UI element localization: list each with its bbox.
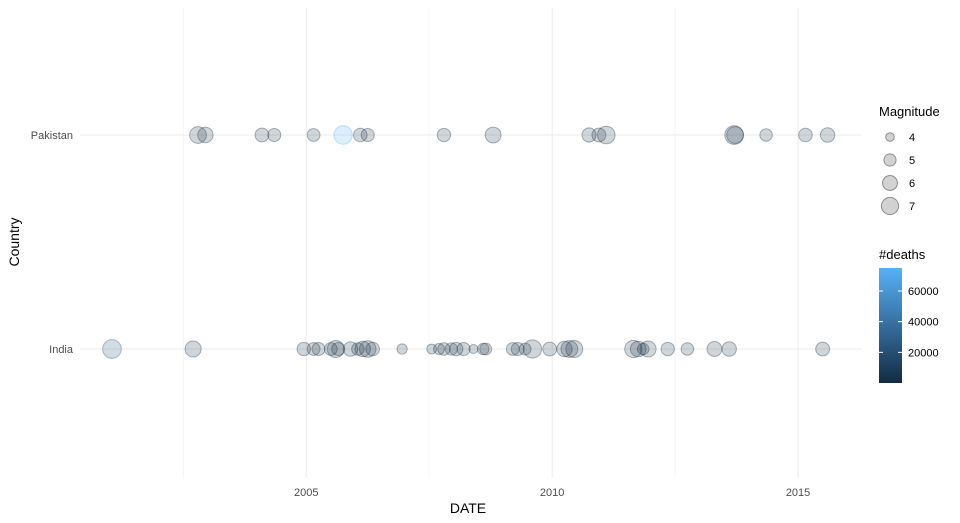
data-point: [624, 339, 643, 359]
magnitude-legend-label: 7: [909, 201, 915, 213]
magnitude-legend-key: [885, 132, 895, 142]
data-point: [254, 127, 270, 143]
data-point: [102, 339, 122, 359]
data-point: [798, 127, 813, 143]
data-point: [353, 127, 368, 143]
data-point: [565, 340, 584, 358]
data-point: [629, 340, 647, 358]
data-point: [479, 342, 493, 356]
y-axis-ticks: Pakistan India: [31, 130, 74, 356]
data-point: [331, 341, 346, 357]
data-point: [296, 341, 311, 357]
deaths-legend: #deaths 20000 40000 60000: [879, 247, 939, 383]
data-point: [184, 340, 202, 358]
x-axis-ticks: 2005 2010 2015: [294, 487, 810, 499]
data-point: [484, 126, 502, 144]
x-axis-title: DATE: [450, 500, 486, 516]
data-point: [819, 127, 836, 143]
data-point: [311, 341, 326, 357]
data-point: [596, 125, 616, 145]
data-point: [815, 341, 831, 357]
data-point: [433, 343, 445, 355]
data-point: [436, 127, 452, 143]
data-point: [581, 127, 597, 143]
data-point: [326, 340, 345, 358]
data-point: [358, 340, 377, 358]
data-point: [726, 126, 744, 144]
data-point: [505, 342, 520, 356]
magnitude-legend-key: [883, 153, 897, 167]
deaths-colorbar: [879, 268, 902, 383]
magnitude-legend-label: 5: [909, 155, 915, 167]
data-point: [197, 126, 214, 144]
data-point: [477, 342, 490, 356]
data-point: [591, 127, 607, 143]
data-point: [518, 342, 532, 356]
magnitude-legend-label: 4: [909, 132, 915, 144]
magnitude-legend-title: Magnitude: [879, 104, 940, 119]
y-tick-label: India: [49, 344, 74, 356]
magnitude-legend-key: [880, 196, 900, 216]
data-point: [360, 127, 375, 143]
data-point: [354, 340, 371, 358]
data-point: [444, 342, 458, 356]
data-point: [660, 341, 675, 357]
data-point: [437, 342, 451, 356]
data-point: [542, 341, 558, 357]
data-point: [333, 125, 353, 145]
data-point: [759, 128, 773, 142]
data-point: [468, 343, 479, 355]
data-point: [306, 128, 321, 142]
data-point: [456, 341, 471, 357]
data-point: [706, 341, 723, 357]
data-point: [680, 342, 695, 356]
x-tick-label: 2010: [540, 487, 564, 499]
x-tick-label: 2005: [294, 487, 318, 499]
data-point: [351, 342, 365, 356]
data-point: [721, 341, 737, 357]
data-point: [306, 342, 321, 356]
data-point: [522, 339, 543, 359]
data-point: [560, 340, 579, 358]
data-point: [396, 343, 408, 355]
data-point: [323, 342, 338, 356]
data-point: [189, 126, 207, 144]
magnitude-legend-key: [882, 175, 898, 191]
data-point: [365, 341, 380, 357]
data-point: [267, 127, 282, 143]
y-tick-label: Pakistan: [31, 130, 73, 142]
colorbar-tick-label: 40000: [908, 317, 939, 329]
x-tick-label: 2015: [786, 487, 810, 499]
y-axis-title: Country: [6, 217, 22, 266]
data-point: [510, 341, 525, 357]
data-points: [102, 125, 836, 359]
data-point: [342, 341, 359, 357]
data-point: [636, 342, 650, 356]
grid-lines: [80, 8, 862, 478]
colorbar-tick-label: 20000: [908, 347, 939, 359]
data-point: [556, 340, 573, 358]
magnitude-legend-label: 6: [909, 178, 915, 190]
deaths-legend-title: #deaths: [879, 247, 926, 262]
data-point: [724, 125, 744, 145]
colorbar-tick-label: 60000: [908, 286, 939, 298]
magnitude-legend: Magnitude 4 5 6 7: [879, 104, 940, 216]
data-point: [449, 341, 464, 357]
data-point: [426, 343, 438, 355]
data-point: [639, 340, 657, 358]
